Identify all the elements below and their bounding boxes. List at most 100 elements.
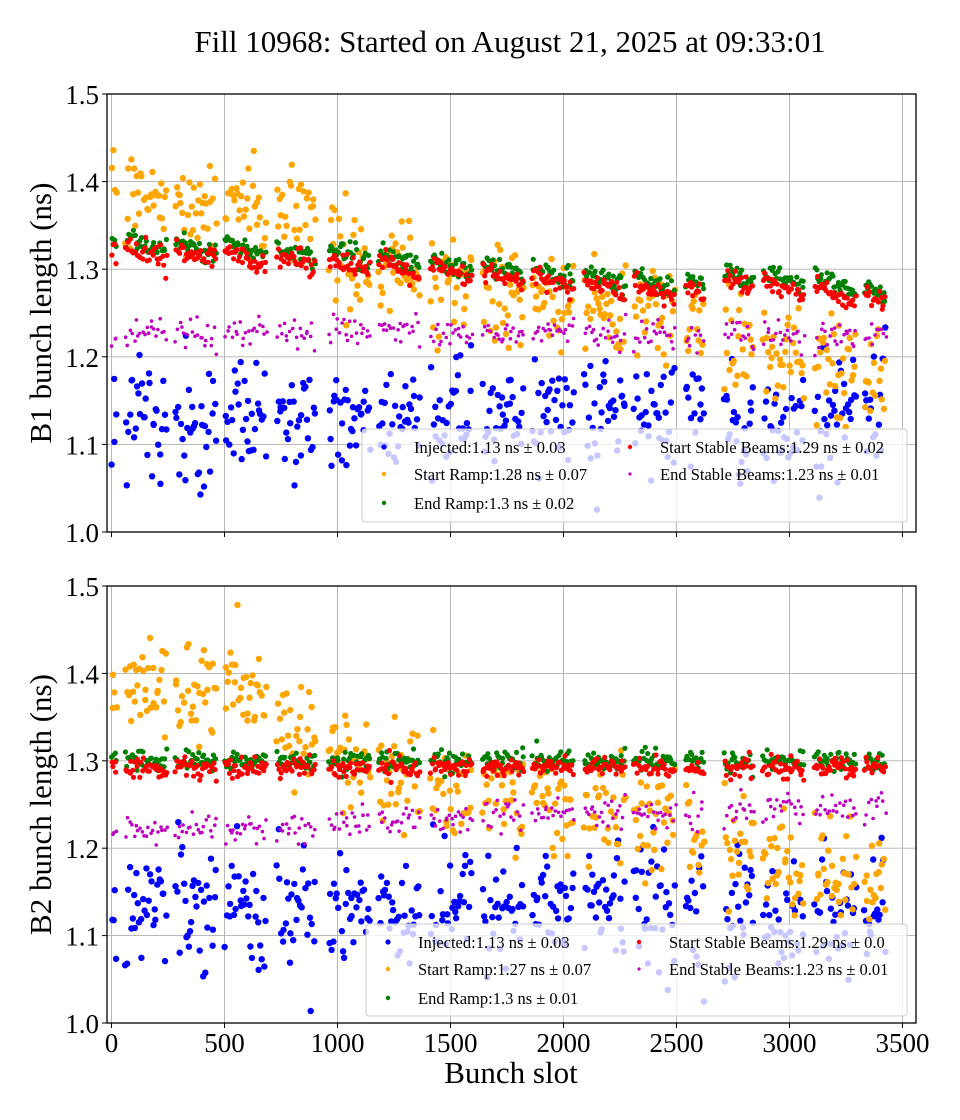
data-point — [571, 286, 577, 292]
data-point — [761, 415, 768, 422]
data-point — [659, 810, 663, 815]
data-point — [303, 842, 307, 846]
data-point — [130, 767, 136, 773]
data-point — [793, 291, 799, 297]
data-point — [639, 307, 647, 314]
data-point — [173, 677, 180, 684]
data-point — [207, 250, 213, 257]
data-point — [386, 747, 392, 754]
data-point — [286, 959, 294, 966]
data-point — [585, 282, 591, 288]
data-point — [207, 855, 215, 862]
data-point — [696, 329, 701, 333]
data-point — [189, 882, 196, 890]
data-point — [403, 765, 409, 772]
data-point — [185, 640, 192, 648]
data-point — [652, 329, 657, 334]
data-point — [221, 943, 228, 951]
data-point — [295, 417, 303, 424]
data-point — [691, 410, 698, 417]
data-point — [599, 877, 607, 884]
data-point — [663, 812, 667, 816]
data-point — [596, 284, 602, 290]
data-point — [440, 790, 447, 798]
data-point — [728, 777, 734, 783]
data-point — [296, 713, 304, 721]
data-point — [667, 792, 674, 799]
data-point — [185, 332, 189, 337]
data-point — [570, 262, 577, 270]
data-point — [258, 956, 265, 963]
data-point — [393, 264, 399, 270]
data-point — [154, 687, 161, 695]
data-point — [352, 271, 358, 277]
data-point — [500, 806, 507, 813]
data-point — [726, 277, 732, 283]
data-point — [639, 748, 645, 755]
data-point — [231, 828, 235, 832]
data-point — [354, 282, 361, 289]
data-point — [308, 262, 314, 268]
data-point — [562, 753, 568, 759]
data-point — [850, 297, 856, 303]
data-point — [439, 339, 443, 344]
data-point — [588, 902, 595, 909]
data-point — [343, 322, 350, 329]
data-point — [312, 738, 319, 745]
data-point — [437, 342, 442, 347]
data-point — [307, 752, 313, 758]
data-point — [247, 943, 254, 950]
data-point — [514, 340, 518, 344]
data-point — [684, 813, 688, 817]
data-point — [277, 264, 283, 270]
data-point — [410, 392, 418, 400]
data-point — [766, 771, 772, 777]
data-point — [446, 862, 454, 869]
data-point — [448, 341, 452, 346]
data-point — [164, 770, 170, 776]
data-point — [110, 764, 116, 770]
x-tick-label: 3000 — [762, 1028, 816, 1058]
ticks-b1: 1.01.11.21.31.41.5 — [65, 80, 903, 548]
data-point — [489, 266, 495, 272]
data-point — [541, 299, 548, 307]
data-point — [247, 260, 254, 266]
data-point — [390, 820, 395, 824]
data-point — [212, 242, 218, 248]
data-point — [262, 836, 266, 841]
data-point — [592, 268, 598, 274]
data-point — [669, 308, 677, 315]
data-point — [866, 751, 872, 757]
data-point — [516, 423, 523, 431]
data-point — [775, 916, 782, 923]
data-point — [731, 818, 735, 823]
data-point — [407, 331, 412, 335]
data-point — [661, 761, 667, 767]
data-point — [388, 779, 394, 786]
data-point — [453, 814, 458, 818]
data-point — [492, 876, 500, 883]
data-point — [699, 749, 705, 756]
data-point — [109, 344, 114, 348]
data-point — [584, 326, 589, 331]
data-point — [583, 331, 588, 336]
data-point — [138, 172, 145, 180]
data-point — [154, 843, 158, 847]
data-point — [288, 246, 294, 252]
data-point — [355, 404, 363, 411]
data-point — [468, 256, 475, 264]
data-point — [213, 778, 219, 784]
data-point — [209, 942, 216, 949]
data-point — [276, 715, 284, 722]
data-point — [743, 274, 749, 280]
data-point — [778, 294, 784, 300]
data-point — [229, 701, 237, 708]
data-point — [431, 754, 437, 760]
data-point — [798, 369, 805, 377]
data-point — [562, 892, 570, 900]
data-point — [535, 329, 540, 334]
data-point — [287, 329, 292, 334]
data-point — [491, 810, 496, 815]
data-point — [614, 841, 622, 848]
data-point — [595, 880, 602, 887]
